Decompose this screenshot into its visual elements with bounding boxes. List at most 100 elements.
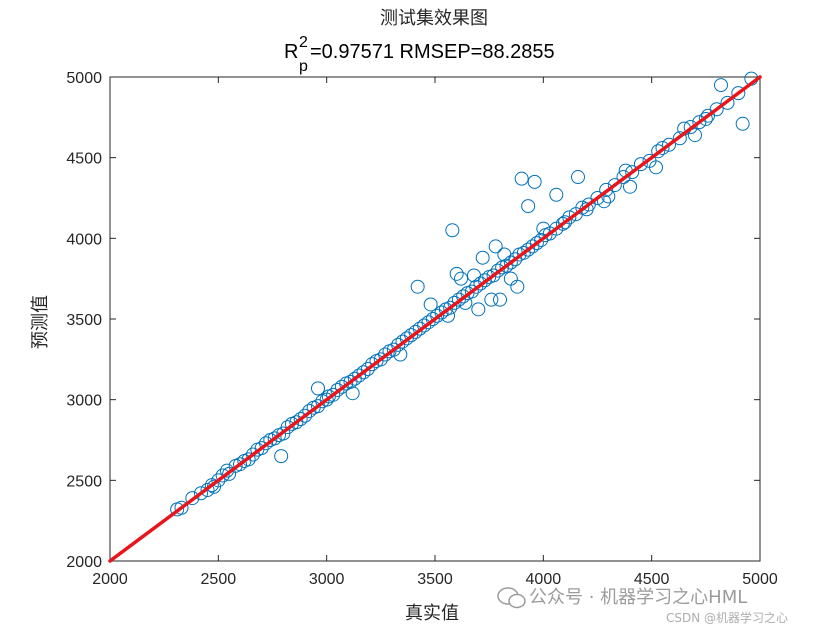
scatter-point <box>484 292 499 307</box>
y-axis-label: 预测值 <box>30 295 51 349</box>
x-tick-label: 3500 <box>417 571 453 588</box>
scatter-point <box>365 357 380 372</box>
scatter-point <box>590 191 605 205</box>
scatter-point <box>527 174 542 189</box>
plot-area: 2000 2500 3000 3500 4000 4500 5000 2000 2500 300… <box>66 70 777 588</box>
watermark-credit: CSDN @机器学习之心 <box>666 610 788 625</box>
scatter-point <box>334 379 349 394</box>
subtitle-subscript: p <box>299 58 308 75</box>
y-axis: 2000 2500 3000 3500 4000 4500 5000 <box>66 70 760 571</box>
scatter-point <box>423 297 438 312</box>
scatter-point <box>735 116 750 131</box>
scatter-point <box>360 362 375 377</box>
scatter-point <box>651 144 666 159</box>
scatter-point <box>558 215 572 230</box>
x-tick-label: 3000 <box>309 571 345 588</box>
scatter-point <box>683 120 698 135</box>
subtitle-metrics: =0.97571 RMSEP=88.2855 <box>310 41 555 63</box>
scatter-point <box>607 178 622 193</box>
scatter-point <box>662 137 676 152</box>
scatter-point <box>623 179 637 194</box>
x-tick-label: 4000 <box>526 571 562 588</box>
x-axis-label: 真实值 <box>405 603 459 624</box>
scatter-point <box>298 408 312 423</box>
scatter-point <box>356 365 371 380</box>
scatter-point <box>649 160 663 175</box>
y-tick-label: 4500 <box>66 151 102 168</box>
scatter-point <box>373 352 388 367</box>
watermark: 公众号 · 机器学习之心HML CSDN @机器学习之心 <box>497 587 788 625</box>
scatter-point <box>493 292 507 307</box>
scatter-point <box>185 491 200 506</box>
scatter-point <box>714 78 728 93</box>
scatter-point <box>211 473 226 488</box>
scatter-point <box>445 223 460 238</box>
chart-subtitle: R 2 p =0.97571 RMSEP=88.2855 <box>284 34 555 75</box>
scatter-point <box>215 468 230 483</box>
scatter-point <box>443 300 458 315</box>
scatter-point <box>311 381 325 396</box>
scatter-point <box>514 171 529 186</box>
x-tick-label: 5000 <box>742 571 778 588</box>
chart-title: 测试集效果图 <box>380 8 488 29</box>
scatter-point <box>529 236 544 251</box>
scatter-point <box>549 187 564 202</box>
scatter-point <box>616 170 631 185</box>
scatter-point <box>410 279 425 294</box>
scatter-point <box>259 436 273 451</box>
scatter-point <box>456 289 471 304</box>
scatter-point <box>655 140 670 155</box>
x-tick-label: 4500 <box>634 571 670 588</box>
scatter-point <box>393 347 408 362</box>
scatter-point <box>672 131 687 146</box>
fit-line-series <box>108 75 762 563</box>
scatter-point <box>599 182 614 197</box>
scatter-point <box>688 128 702 143</box>
x-tick-label: 2000 <box>92 571 128 588</box>
subtitle-r: R <box>284 41 298 63</box>
scatter-point <box>449 266 464 281</box>
y-tick-label: 4000 <box>66 231 102 248</box>
scatter-point <box>698 111 713 126</box>
scatter-point <box>233 457 247 472</box>
scatter-point <box>280 420 295 435</box>
x-tick-label: 2500 <box>201 571 237 588</box>
scatter-point <box>731 86 746 101</box>
scatter-point <box>625 165 640 180</box>
scatter-point <box>241 452 256 467</box>
scatter-point <box>302 403 317 418</box>
watermark-brand: 公众号 · 机器学习之心HML <box>529 587 747 608</box>
scatter-point <box>571 170 585 185</box>
scatter-point <box>345 386 360 401</box>
scatter-point <box>326 387 341 402</box>
wechat-icon <box>497 587 526 609</box>
scatter-point <box>254 441 269 456</box>
y-tick-label: 2000 <box>66 554 102 571</box>
scatter-point <box>434 305 449 320</box>
scatter-point <box>562 210 577 225</box>
scatter-point <box>486 268 501 283</box>
scatter-series <box>170 71 759 517</box>
scatter-point <box>293 412 308 427</box>
scatter-point <box>194 486 208 501</box>
x-axis: 2000 2500 3000 3500 4000 4500 5000 <box>92 77 778 588</box>
scatter-point <box>709 102 724 117</box>
scatter-point <box>200 483 215 498</box>
subtitle-superscript: 2 <box>299 34 308 51</box>
scatter-point <box>378 347 393 362</box>
scatter-point <box>488 239 503 254</box>
scatter-point <box>633 157 648 172</box>
scatter-point <box>467 268 481 283</box>
scatter-point <box>454 271 468 286</box>
scatter-point <box>536 221 551 236</box>
scatter-point <box>174 500 189 515</box>
y-tick-label: 3500 <box>66 312 102 329</box>
scatter-point <box>274 449 289 464</box>
scatter-point <box>521 199 536 214</box>
y-tick-label: 5000 <box>66 70 102 87</box>
scatter-point <box>720 95 735 110</box>
y-tick-label: 3000 <box>66 393 102 410</box>
y-tick-label: 2500 <box>66 473 102 490</box>
scatter-point <box>267 431 282 446</box>
